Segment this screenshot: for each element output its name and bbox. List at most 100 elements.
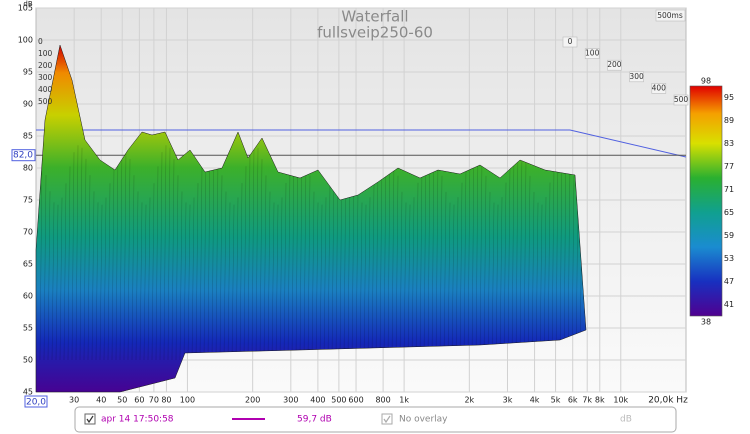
surface-rib: [371, 182, 375, 361]
surface-rib: [511, 151, 515, 361]
surface-rib: [483, 175, 487, 361]
surface-rib: [403, 202, 407, 361]
surface-rib: [87, 175, 91, 361]
surface-rib: [279, 197, 283, 361]
y-tick-label: 85: [23, 132, 33, 141]
surface-rib: [247, 152, 251, 361]
surface-rib: [135, 191, 139, 361]
x-tick-label: 800: [375, 396, 390, 405]
surface-rib: [299, 147, 303, 361]
surface-rib: [395, 175, 399, 361]
surface-rib: [267, 191, 271, 361]
surface-rib: [243, 166, 247, 361]
time-tick-box: [673, 94, 689, 106]
surface-rib: [151, 183, 155, 361]
surface-rib: [239, 183, 243, 361]
surface-rib: [91, 191, 95, 361]
surface-rib: [451, 204, 455, 361]
surface-rib: [475, 148, 479, 361]
surface-rib: [383, 145, 387, 361]
surface-rib: [551, 165, 555, 361]
surface-rib: [387, 147, 391, 361]
surface-rib: [115, 152, 119, 361]
y-tick-label: 80: [23, 164, 33, 173]
y-tick-label: 95: [23, 68, 33, 77]
surface-rib: [531, 191, 535, 361]
x-tick-label: 50: [117, 396, 127, 405]
x-tick-label: 500: [331, 396, 346, 405]
surface-rib: [323, 197, 327, 361]
time-span-box: [655, 9, 686, 22]
y-tick-label: 50: [23, 356, 33, 365]
surface-rib: [83, 158, 87, 361]
surface-rib: [191, 197, 195, 361]
surface-rib: [275, 204, 279, 361]
x-start: 20,0: [26, 398, 46, 408]
x-tick-label: 1k: [399, 396, 409, 405]
x-tick-label: 40: [96, 396, 106, 405]
surface-rib: [471, 145, 475, 361]
surface-rib: [503, 182, 507, 361]
time-tick-label: 100: [38, 49, 53, 58]
surface-rib: [235, 197, 239, 361]
overlay-checkbox[interactable]: [381, 413, 393, 425]
surface-rib: [527, 175, 531, 361]
surface-rib: [259, 159, 263, 361]
x-tick-label: 300: [283, 396, 298, 405]
surface-rib: [431, 148, 435, 361]
surface-rib: [407, 204, 411, 361]
surface-rib: [563, 148, 567, 361]
surface-rib: [59, 197, 63, 361]
surface-rib: [535, 202, 539, 361]
time-tick-label: 300: [629, 72, 644, 81]
surface-rib: [303, 159, 307, 361]
surface-rib: [227, 202, 231, 361]
colorbar-tick-label: 83: [724, 139, 734, 148]
level-line-diagonal: [569, 129, 687, 158]
surface-rib: [211, 147, 215, 361]
surface-rib: [159, 152, 163, 361]
time-tick-label: 400: [38, 85, 53, 94]
trace-level: 59,7 dB: [297, 415, 332, 425]
x-tick-label: 400: [310, 396, 325, 405]
surface-rib: [567, 159, 571, 361]
surface-rib: [207, 145, 211, 361]
colorbar-tick-label: 59: [724, 231, 734, 240]
surface-rib: [223, 191, 227, 361]
surface-rib: [499, 197, 503, 361]
colorbar-min: 38: [701, 318, 711, 327]
surface-rib: [307, 175, 311, 361]
time-tick-label: 0: [568, 37, 573, 46]
x-tick-label: 5k: [551, 396, 561, 405]
colorbar: [689, 85, 723, 317]
time-tick-box: [629, 71, 644, 83]
surface-rib: [111, 166, 115, 361]
waterfall-surface: [35, 44, 587, 393]
surface-rib: [287, 166, 291, 361]
y-tick-label: 105: [18, 4, 33, 13]
colorbar-tick-label: 41: [724, 300, 734, 309]
colorbar-tick-label: 77: [724, 162, 734, 171]
surface-rib: [479, 159, 483, 361]
time-tick-label: 300: [38, 73, 53, 82]
check-mark: [383, 415, 391, 424]
surface-rib: [99, 204, 103, 361]
surface-rib: [131, 175, 135, 361]
x-tick-label: 3k: [503, 396, 513, 405]
surface-rib: [455, 197, 459, 361]
colorbar-tick-label: 71: [724, 185, 734, 194]
trace-checkbox[interactable]: [84, 413, 96, 425]
timestamp: apr 14 17:50:58: [101, 415, 174, 425]
surface-rib: [547, 182, 551, 361]
x-tick-label: 600: [348, 396, 363, 405]
x-tick-label: 30: [69, 396, 79, 405]
x-tick-label: 100: [180, 396, 195, 405]
surface-rib: [363, 204, 367, 361]
surface-rib: [507, 165, 511, 361]
surface-rib: [419, 165, 423, 361]
y-tick-label: 75: [23, 196, 33, 205]
surface-rib: [375, 165, 379, 361]
colorbar-tick-label: 53: [724, 254, 734, 263]
surface-rib: [427, 145, 431, 361]
y-tick-label: 45: [23, 388, 33, 397]
